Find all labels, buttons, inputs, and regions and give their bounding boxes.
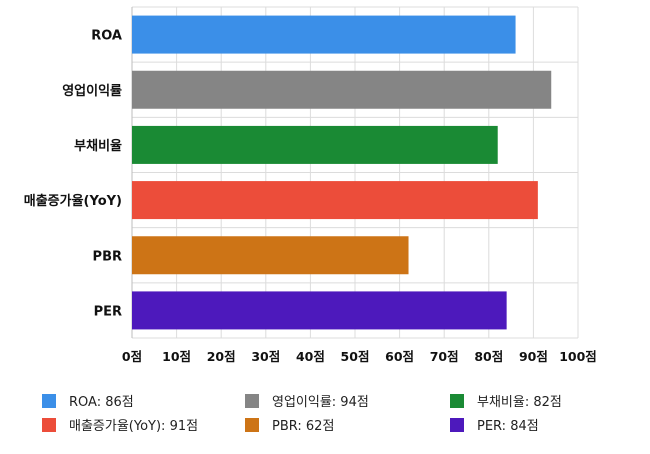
category-label: PER [94, 304, 122, 319]
x-tick-label: 10점 [162, 349, 191, 364]
legend-item: 영업이익률: 94점 [245, 394, 369, 410]
bar [132, 291, 507, 330]
legend-item: ROA: 86점 [42, 394, 134, 410]
legend-swatch [42, 394, 56, 408]
bar [132, 15, 516, 54]
legend-label: PER: 84점 [477, 419, 539, 434]
bar [132, 236, 409, 275]
category-label: ROA [91, 29, 122, 44]
x-tick-label: 90점 [519, 349, 548, 364]
bars [132, 15, 552, 330]
bar [132, 70, 552, 109]
gridlines [131, 6, 579, 339]
x-tick-label: 60점 [385, 349, 414, 364]
legend-label: 부채비율: 82점 [477, 395, 562, 410]
x-tick-labels: 0점 10점 20점 30점 40점 50점 60점 70점 80점 90점 100점 [122, 349, 597, 364]
legend-swatch [245, 418, 259, 432]
legend-swatch [450, 418, 464, 432]
category-label: 매출증가율(YoY) [24, 193, 122, 209]
bar [132, 181, 538, 220]
legend-swatch [245, 394, 259, 408]
legend-label: ROA: 86점 [69, 395, 134, 410]
legend-label: PBR: 62점 [272, 419, 334, 434]
bar [132, 125, 498, 164]
category-label: 부채비율 [74, 138, 122, 154]
x-tick-label: 70점 [430, 349, 459, 364]
x-tick-label: 0점 [122, 349, 142, 364]
x-tick-label: 80점 [474, 349, 503, 364]
x-tick-label: 30점 [251, 349, 280, 364]
x-tick-label: 50점 [341, 349, 370, 364]
legend-item: PER: 84점 [450, 418, 539, 434]
legend-swatch [42, 418, 56, 432]
category-label: 영업이익률 [62, 83, 122, 99]
x-tick-label: 100점 [559, 349, 597, 364]
legend-item: 부채비율: 82점 [450, 394, 562, 410]
legend-item: PBR: 62점 [245, 418, 334, 434]
category-label: PBR [93, 249, 122, 264]
legend-label: 매출증가율(YoY): 91점 [69, 419, 198, 434]
x-tick-label: 20점 [207, 349, 236, 364]
legend-label: 영업이익률: 94점 [272, 395, 369, 410]
legend-item: 매출증가율(YoY): 91점 [42, 418, 198, 434]
x-tick-label: 40점 [296, 349, 325, 364]
legend-swatch [450, 394, 464, 408]
